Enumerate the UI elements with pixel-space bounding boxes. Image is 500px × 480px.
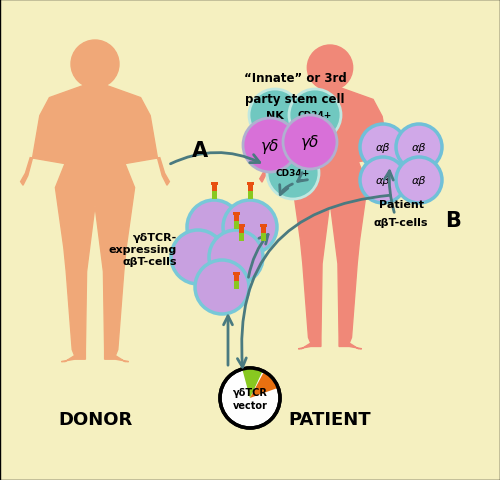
- Bar: [234, 222, 238, 229]
- Circle shape: [220, 368, 280, 428]
- Text: “Innate” or 3rd: “Innate” or 3rd: [244, 72, 346, 85]
- Text: Patient: Patient: [378, 200, 424, 210]
- Circle shape: [289, 90, 341, 142]
- Circle shape: [187, 201, 241, 254]
- Bar: [234, 275, 238, 281]
- Text: party stem cell: party stem cell: [245, 93, 345, 106]
- Bar: [238, 233, 244, 241]
- Circle shape: [71, 41, 119, 89]
- Bar: [248, 192, 252, 200]
- Bar: [210, 182, 218, 186]
- Bar: [212, 185, 216, 192]
- Circle shape: [308, 46, 352, 91]
- Bar: [260, 225, 266, 228]
- Circle shape: [243, 119, 297, 173]
- Text: γδ: γδ: [261, 138, 279, 153]
- Text: αβ: αβ: [412, 176, 426, 186]
- Text: DONOR: DONOR: [58, 410, 132, 428]
- Circle shape: [195, 261, 249, 314]
- Text: γδTCR-: γδTCR-: [133, 232, 177, 242]
- Bar: [260, 227, 266, 233]
- Text: γδTCR: γδTCR: [232, 387, 268, 397]
- Text: CD34+: CD34+: [276, 169, 310, 178]
- Bar: [234, 215, 238, 222]
- Text: CD34+: CD34+: [298, 111, 332, 120]
- Text: αβT-cells: αβT-cells: [374, 217, 428, 228]
- Bar: [246, 182, 254, 186]
- Text: PATIENT: PATIENT: [288, 410, 372, 428]
- Bar: [260, 233, 266, 241]
- Bar: [238, 225, 244, 228]
- Bar: [234, 281, 238, 289]
- Wedge shape: [242, 368, 262, 398]
- Text: γδ: γδ: [301, 135, 319, 150]
- Bar: [238, 227, 244, 233]
- Circle shape: [171, 230, 225, 285]
- Text: αβ: αβ: [376, 143, 390, 153]
- Text: expressing: expressing: [109, 244, 177, 254]
- Text: B: B: [445, 211, 461, 230]
- Wedge shape: [250, 372, 278, 398]
- Circle shape: [223, 201, 277, 254]
- Bar: [248, 185, 252, 192]
- Polygon shape: [20, 86, 170, 362]
- Polygon shape: [260, 89, 400, 349]
- Circle shape: [360, 157, 406, 204]
- Bar: [232, 213, 239, 216]
- Bar: [232, 273, 239, 276]
- Circle shape: [267, 148, 319, 200]
- Text: αβT-cells: αβT-cells: [122, 256, 177, 266]
- Text: vector: vector: [232, 400, 268, 410]
- Text: αβ: αβ: [412, 143, 426, 153]
- Text: NK: NK: [266, 111, 284, 121]
- Text: A: A: [192, 141, 208, 161]
- Bar: [212, 192, 216, 200]
- Circle shape: [396, 157, 442, 204]
- Text: αβ: αβ: [376, 176, 390, 186]
- Circle shape: [360, 125, 406, 171]
- Circle shape: [209, 230, 263, 285]
- Circle shape: [396, 125, 442, 171]
- Circle shape: [249, 90, 301, 142]
- Circle shape: [283, 116, 337, 169]
